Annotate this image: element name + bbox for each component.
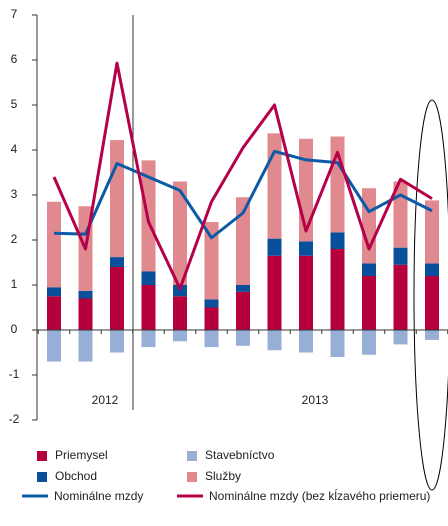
y-tick-label: -1: [9, 367, 20, 381]
bar: [267, 133, 282, 239]
bar: [330, 232, 345, 249]
y-tick-label: -2: [9, 412, 20, 426]
bar: [110, 140, 124, 258]
bar: [330, 330, 345, 357]
legend-label: Stavebníctvo: [205, 448, 275, 462]
bar: [47, 201, 61, 288]
bar: [141, 330, 156, 348]
bar: [362, 330, 376, 355]
bar: [141, 271, 156, 285]
y-tick-label: 4: [11, 142, 18, 156]
bar: [204, 307, 219, 330]
bar: [236, 197, 250, 285]
legend-label: Služby: [205, 469, 241, 483]
bar: [267, 330, 282, 351]
bar: [204, 299, 219, 308]
bar: [299, 241, 313, 256]
bar: [78, 290, 93, 299]
legend-label: Nominálne mzdy: [54, 489, 143, 503]
legend-label: Priemysel: [55, 448, 108, 462]
group-label: 2012: [92, 393, 119, 407]
legend-label: Nominálne mzdy (bez kĺzavého priemeru): [209, 488, 430, 503]
legend-label: Obchod: [55, 469, 97, 483]
bar: [78, 330, 93, 362]
bar: [236, 285, 250, 292]
line: [52, 61, 433, 291]
bar: [110, 330, 124, 353]
bar: [110, 267, 124, 330]
bar: [267, 255, 282, 330]
bar: [362, 263, 376, 276]
bar: [47, 330, 61, 362]
y-tick-label: 0: [11, 322, 18, 336]
bar: [141, 285, 156, 330]
bar: [47, 287, 61, 297]
group-label: 2013: [302, 393, 329, 407]
bar: [173, 181, 187, 285]
bar: [78, 298, 93, 330]
bar: [330, 249, 345, 330]
bar: [173, 296, 187, 330]
bar: [204, 330, 219, 348]
y-tick-label: 5: [11, 97, 18, 111]
legend-swatch: [187, 451, 197, 461]
bar: [425, 263, 439, 276]
bar: [425, 276, 439, 330]
bar: [393, 264, 408, 330]
legend-swatch: [187, 472, 197, 482]
y-tick-label: 1: [11, 277, 18, 291]
bar: [173, 330, 187, 342]
bar: [173, 285, 187, 297]
highlight-ellipse: [413, 99, 448, 491]
bar: [393, 330, 408, 345]
bar: [110, 257, 124, 267]
y-tick-label: 7: [11, 7, 18, 21]
legend-swatch: [37, 451, 47, 461]
bar: [362, 276, 376, 330]
y-tick-label: 2: [11, 232, 18, 246]
legend-swatch: [37, 472, 47, 482]
bar: [267, 238, 282, 256]
bar: [299, 330, 313, 353]
bar: [393, 247, 408, 265]
bar: [236, 291, 250, 330]
bar: [47, 296, 61, 330]
bar: [204, 222, 219, 300]
line: [53, 149, 433, 240]
bar: [299, 255, 313, 330]
bar: [425, 330, 439, 340]
y-tick-label: 6: [11, 52, 18, 66]
bar: [425, 200, 439, 264]
bar: [236, 330, 250, 346]
y-tick-label: 3: [11, 187, 18, 201]
bar: [362, 188, 376, 264]
